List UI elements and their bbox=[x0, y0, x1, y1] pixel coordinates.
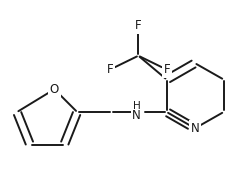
Text: F: F bbox=[106, 63, 113, 76]
Text: N: N bbox=[191, 122, 199, 135]
Text: F: F bbox=[164, 63, 170, 76]
Text: H: H bbox=[133, 101, 140, 111]
Text: N: N bbox=[132, 109, 141, 122]
Text: O: O bbox=[50, 83, 59, 96]
Text: F: F bbox=[135, 19, 142, 32]
